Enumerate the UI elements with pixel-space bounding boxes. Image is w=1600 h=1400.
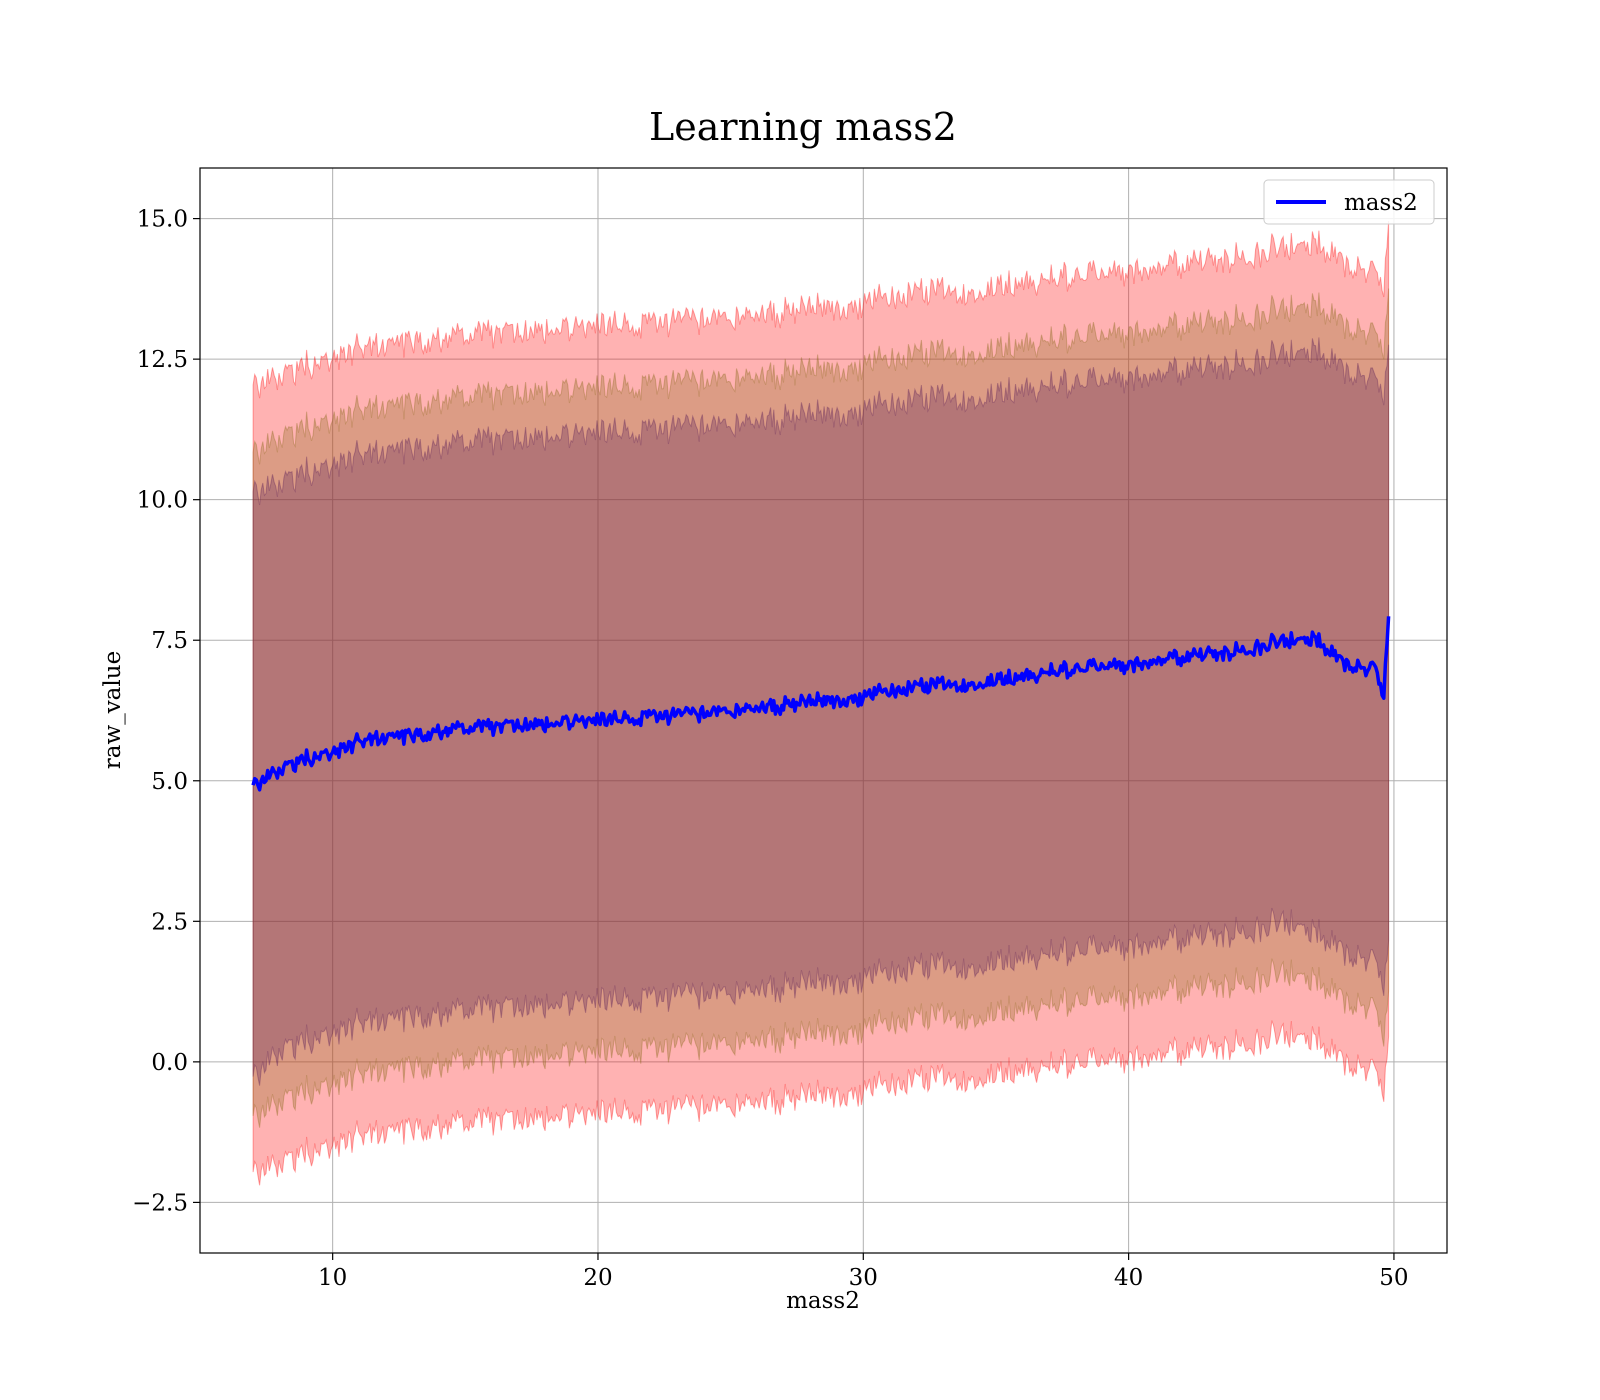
x-tick-label-3: 40 [1114,1265,1143,1291]
plot-frame [199,167,1448,1254]
plot-area [200,168,1447,1253]
chart-title: Learning mass2 [649,105,957,149]
y-tick-label-1: 0.0 [151,1050,188,1076]
series-lines [251,616,1391,792]
y-tick-label-0: −2.5 [132,1190,188,1216]
y-tick-label-7: 15.0 [137,207,188,233]
legend-box [1263,179,1435,225]
x-tick-label-1: 20 [583,1265,612,1291]
series-line-mass2 [251,616,1391,792]
y-tick-label-6: 12.5 [137,347,188,373]
band-inner [252,337,1390,1086]
x-tick-label-0: 10 [318,1265,347,1291]
legend: mass2 [1263,179,1435,225]
x-axis-label: mass2 [786,1288,860,1314]
confidence-bands [252,220,1390,1186]
grid [200,168,1447,1253]
x-tick-label-4: 50 [1379,1265,1408,1291]
axis-ticks: 10 20 30 40 50 −2.5 0.0 2.5 5.0 7.5 10.0 12.5 15.0 [132,207,1408,1291]
y-tick-label-3: 5.0 [151,769,188,795]
x-tick-label-2: 30 [849,1265,878,1291]
y-axis-label: raw_value [100,651,126,769]
band-middle [252,288,1390,1128]
legend-entry-mass2: mass2 [1344,190,1418,216]
y-tick-label-5: 10.0 [137,488,188,514]
y-tick-label-4: 7.5 [151,628,188,654]
y-tick-label-2: 2.5 [151,909,188,935]
